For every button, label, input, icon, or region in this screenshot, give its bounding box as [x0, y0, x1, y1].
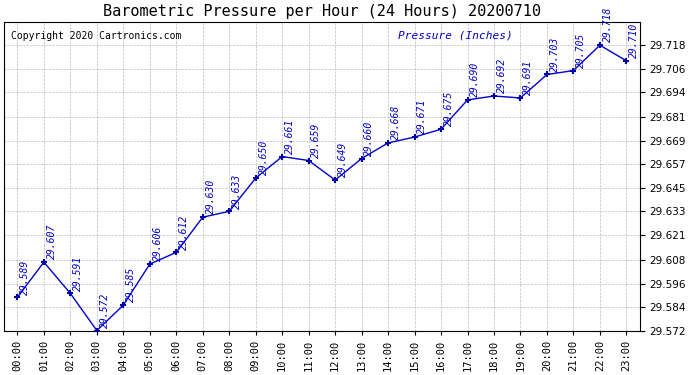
Text: 29.650: 29.650 [259, 140, 268, 176]
Text: 29.668: 29.668 [391, 105, 401, 140]
Text: 29.718: 29.718 [602, 7, 613, 42]
Title: Barometric Pressure per Hour (24 Hours) 20200710: Barometric Pressure per Hour (24 Hours) … [103, 4, 541, 19]
Text: 29.589: 29.589 [20, 259, 30, 294]
Text: Pressure (Inches): Pressure (Inches) [398, 31, 513, 41]
Text: 29.612: 29.612 [179, 214, 189, 250]
Text: 29.606: 29.606 [152, 226, 163, 261]
Text: 29.572: 29.572 [99, 292, 110, 328]
Text: 29.585: 29.585 [126, 267, 136, 302]
Text: Copyright 2020 Cartronics.com: Copyright 2020 Cartronics.com [10, 31, 181, 41]
Text: 29.649: 29.649 [338, 142, 348, 177]
Text: 29.633: 29.633 [232, 173, 242, 208]
Text: 29.659: 29.659 [311, 123, 322, 158]
Text: 29.710: 29.710 [629, 23, 639, 58]
Text: 29.691: 29.691 [523, 60, 533, 95]
Text: 29.630: 29.630 [206, 179, 215, 214]
Text: 29.690: 29.690 [471, 62, 480, 97]
Text: 29.661: 29.661 [285, 118, 295, 154]
Text: 29.607: 29.607 [47, 224, 57, 260]
Text: 29.703: 29.703 [550, 36, 560, 72]
Text: 29.671: 29.671 [417, 99, 427, 134]
Text: 29.591: 29.591 [73, 255, 83, 291]
Text: 29.692: 29.692 [497, 58, 506, 93]
Text: 29.705: 29.705 [576, 33, 586, 68]
Text: 29.660: 29.660 [364, 120, 375, 156]
Text: 29.675: 29.675 [444, 91, 454, 126]
